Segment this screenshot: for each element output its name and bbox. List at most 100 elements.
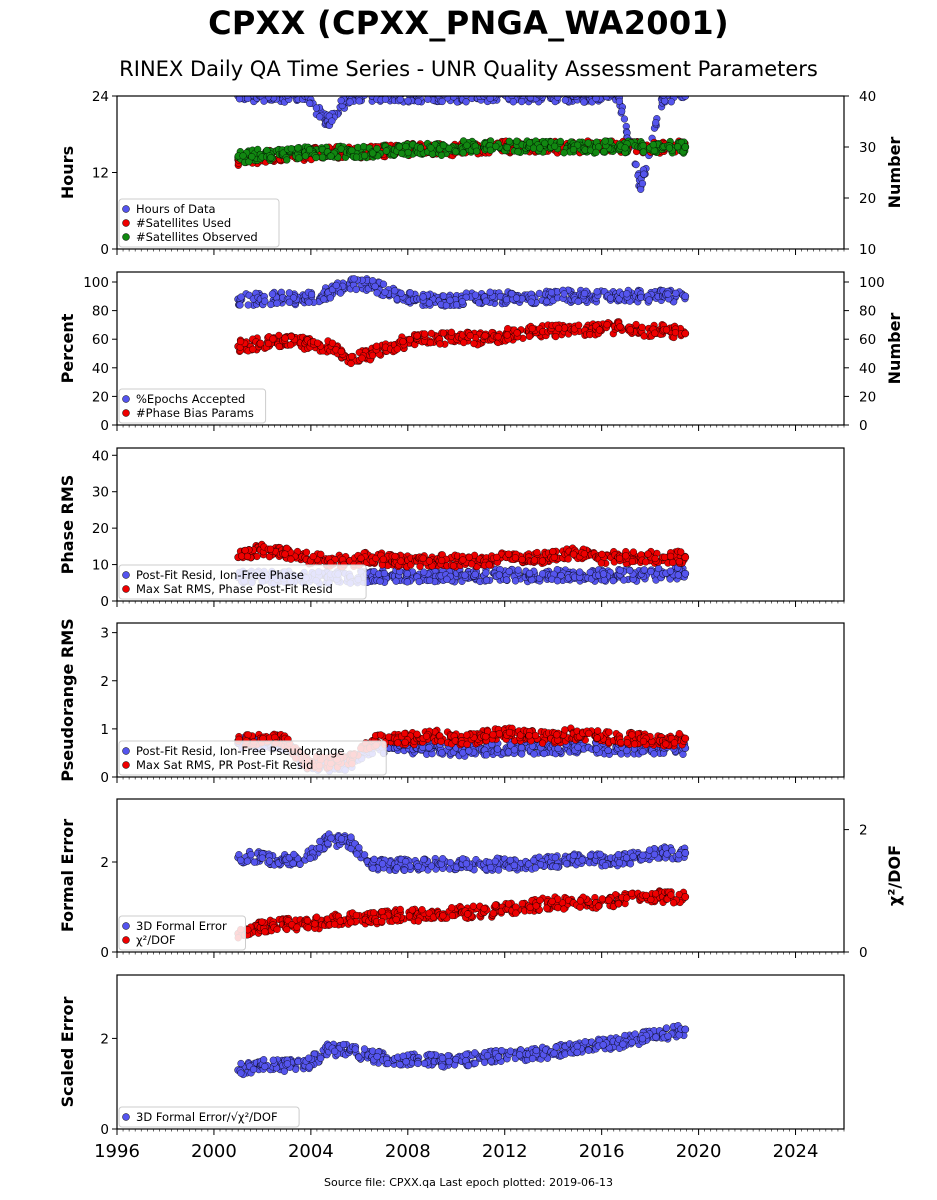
point-cloud	[369, 864, 377, 872]
point-cloud	[393, 345, 401, 353]
point-cloud	[401, 738, 409, 747]
point-cloud	[403, 578, 411, 586]
point-cloud	[543, 88, 550, 95]
point-cloud	[399, 338, 407, 346]
point-cloud	[275, 88, 282, 95]
point-cloud	[540, 749, 548, 758]
point-cloud	[492, 142, 500, 151]
point-cloud	[447, 328, 456, 336]
point-cloud	[389, 89, 396, 96]
point-cloud	[675, 89, 682, 96]
point-cloud	[512, 294, 521, 302]
point-cloud	[483, 88, 490, 95]
y-tick-label: 0	[100, 418, 109, 434]
point-cloud	[419, 293, 427, 301]
point-cloud	[493, 553, 501, 561]
point-cloud	[437, 151, 446, 160]
legend-marker	[122, 205, 130, 213]
point-cloud	[258, 854, 266, 862]
point-cloud	[597, 559, 605, 567]
point-cloud	[289, 859, 297, 867]
point-cloud	[400, 866, 409, 874]
point-cloud	[439, 329, 448, 337]
point-cloud	[426, 576, 434, 585]
legend-marker	[122, 571, 130, 579]
y-tick-label: 40	[92, 361, 109, 377]
point-cloud	[427, 329, 436, 338]
point-cloud	[261, 297, 269, 305]
series-points	[234, 830, 690, 942]
point-cloud	[503, 576, 511, 584]
point-cloud	[435, 88, 442, 95]
point-cloud	[355, 844, 363, 852]
point-cloud	[518, 750, 526, 758]
point-cloud	[235, 96, 244, 103]
point-cloud	[623, 746, 631, 755]
point-cloud	[464, 88, 471, 95]
point-cloud	[251, 88, 258, 95]
point-cloud	[299, 88, 306, 95]
point-cloud	[574, 297, 582, 306]
point-cloud	[586, 568, 594, 577]
point-cloud	[376, 577, 384, 585]
y-right-tick-label: 20	[859, 389, 876, 405]
point-cloud	[361, 851, 369, 859]
point-cloud	[287, 555, 295, 563]
point-cloud	[644, 550, 652, 558]
point-cloud	[425, 743, 433, 752]
point-cloud	[382, 147, 390, 155]
point-cloud	[470, 88, 477, 95]
point-1-21	[681, 292, 690, 301]
point-cloud	[639, 737, 648, 746]
point-cloud	[569, 87, 576, 94]
point-cloud	[312, 104, 321, 112]
point-cloud	[392, 96, 395, 97]
point-cloud	[477, 89, 484, 96]
point-cloud	[528, 325, 536, 333]
point-cloud	[237, 293, 245, 301]
point-cloud	[651, 329, 659, 337]
point-cloud	[547, 289, 556, 297]
point-cloud	[458, 298, 466, 306]
y-axis-label: Percent	[58, 313, 77, 383]
point-cloud	[416, 562, 424, 571]
point-cloud	[294, 144, 302, 152]
point-cloud	[513, 329, 521, 337]
point-cloud	[675, 558, 683, 566]
point-cloud	[662, 740, 670, 748]
point-cloud	[564, 555, 572, 563]
point-cloud	[482, 733, 490, 741]
point-cloud	[378, 860, 387, 868]
point-cloud	[561, 726, 569, 734]
point-cloud	[352, 87, 359, 94]
legend-label: Post-Fit Resid, Ion-Free Phase	[136, 568, 304, 582]
point-cloud	[285, 289, 293, 297]
point-cloud	[411, 89, 418, 96]
point-cloud	[420, 855, 428, 864]
point-cloud	[314, 339, 322, 347]
point-cloud	[442, 301, 451, 310]
point-cloud	[585, 88, 592, 95]
point-cloud	[347, 833, 355, 841]
point-cloud	[391, 287, 399, 295]
point-cloud	[381, 96, 390, 103]
legend-marker	[122, 585, 130, 593]
point-cloud	[360, 142, 368, 151]
y-right-tick-label: 30	[859, 140, 876, 156]
point-cloud	[599, 570, 608, 578]
point-cloud	[416, 87, 423, 94]
legend: Post-Fit Resid, Ion-Free PseudorangeMax …	[118, 740, 387, 776]
point-cloud	[471, 291, 480, 299]
figure-title: CPXX (CPXX_PNGA_WA2001)	[208, 4, 729, 42]
point-cloud	[584, 139, 592, 147]
point-cloud	[419, 554, 427, 562]
point-cloud	[381, 288, 389, 296]
point-cloud	[265, 339, 273, 348]
point-cloud	[405, 96, 412, 98]
point-cloud	[249, 345, 257, 353]
legend-box	[118, 388, 267, 424]
point-cloud	[552, 333, 560, 341]
point-cloud	[406, 336, 414, 344]
legend-label: #Phase Bias Params	[136, 406, 254, 420]
